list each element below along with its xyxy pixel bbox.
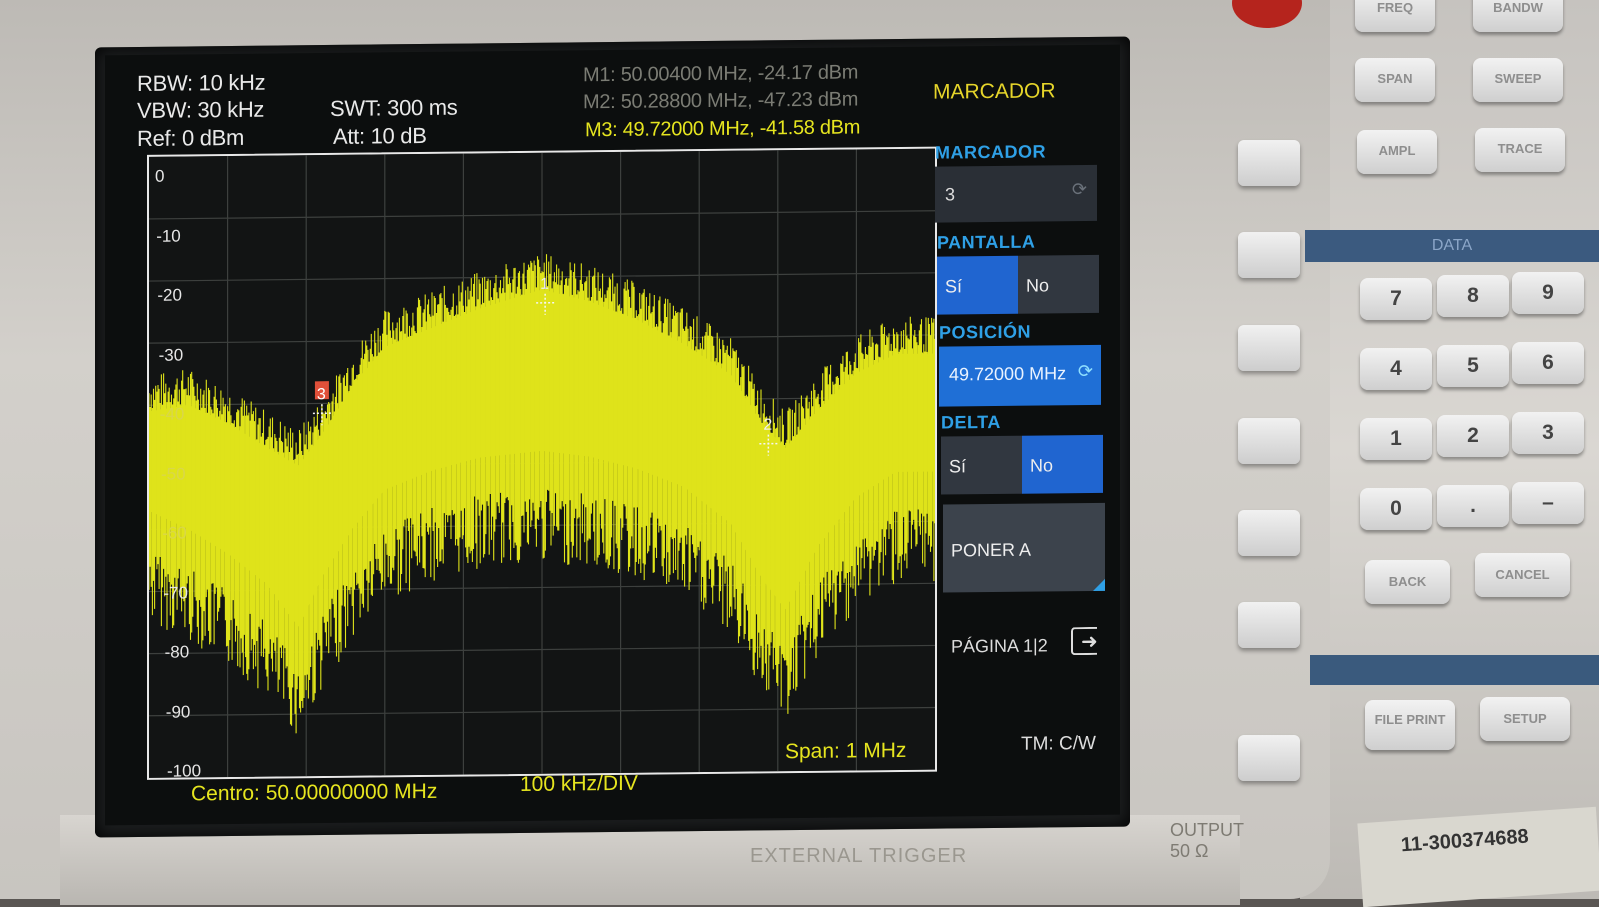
pantalla-si-option[interactable]: Sí [937, 256, 1018, 315]
pantalla-no-option[interactable]: No [1018, 255, 1099, 314]
marker-3-label: 3 [317, 386, 326, 403]
keypad-key[interactable]: 3 [1512, 412, 1584, 454]
marker-1-label: 1 [540, 276, 549, 293]
keypad-key[interactable]: . [1437, 485, 1509, 527]
poner-a-label: PONER A [951, 540, 1031, 561]
next-page-icon[interactable]: ➜ [1071, 627, 1097, 655]
rotate-knob-icon: ⟳ [1072, 179, 1087, 200]
y-tick-label: -50 [161, 464, 186, 484]
posicion-label: POSICIÓN [939, 322, 1031, 344]
softkey-7[interactable] [1238, 735, 1300, 781]
marker-select-value: 3 [945, 184, 955, 204]
softkey-panel: MARCADOR MARCADOR 3 ⟳ PANTALLA Sí No POS… [933, 65, 1113, 787]
keypad-key[interactable]: 4 [1360, 348, 1432, 390]
y-tick-label: -70 [163, 583, 188, 603]
y-tick-label: 0 [155, 167, 164, 187]
trace-key[interactable]: TRACE [1475, 128, 1565, 172]
softkey-6[interactable] [1238, 602, 1300, 648]
softkey-2[interactable] [1238, 232, 1300, 278]
output-label: OUTPUT 50 Ω [1170, 820, 1244, 862]
softkey-4[interactable] [1238, 418, 1300, 464]
back-key[interactable]: BACK [1365, 560, 1450, 604]
serial-number: 11-300374688 [1400, 826, 1529, 858]
delta-no-option[interactable]: No [1022, 435, 1103, 494]
marcador-label: MARCADOR [935, 141, 1046, 163]
data-section-label: DATA [1305, 230, 1599, 262]
delta-si-option[interactable]: Sí [941, 436, 1022, 495]
delta-toggle[interactable]: Sí No [941, 435, 1103, 495]
rotate-knob-icon: ⟳ [1078, 361, 1093, 382]
vbw-readout: VBW: 30 kHz [137, 97, 264, 124]
submenu-corner-icon [1093, 579, 1105, 591]
keypad-key[interactable]: 2 [1437, 415, 1509, 457]
marker-2-readout: M2: 50.28800 MHz, -47.23 dBm [583, 88, 858, 114]
page-indicator: PÁGINA 1|2 [951, 635, 1048, 657]
marker-2-label: 2 [763, 417, 772, 434]
sweep-key[interactable]: SWEEP [1473, 58, 1563, 102]
pantalla-toggle[interactable]: Sí No [937, 255, 1099, 315]
spectrum-plot[interactable]: 1 2 3 [147, 147, 937, 780]
marker-1-readout: M1: 50.00400 MHz, -24.17 dBm [583, 61, 858, 87]
y-tick-label: -80 [165, 642, 190, 662]
spectrum-chart: 1 2 3 [149, 149, 935, 778]
y-tick-label: -100 [167, 761, 201, 781]
y-tick-label: -20 [157, 286, 182, 306]
keypad-key[interactable]: 7 [1360, 278, 1432, 320]
span-readout: Span: 1 MHz [785, 739, 906, 764]
cancel-key[interactable]: CANCEL [1475, 553, 1570, 597]
ampl-key[interactable]: AMPL [1357, 130, 1437, 174]
y-tick-label: -40 [160, 404, 185, 424]
trigger-mode: TM: C/W [1021, 733, 1096, 756]
delta-label: DELTA [941, 412, 1001, 434]
posicion-value: 49.72000 MHz [949, 363, 1066, 384]
keypad-key[interactable]: 1 [1360, 418, 1432, 460]
external-trigger-label: EXTERNAL TRIGGER [750, 845, 967, 868]
softkey-1[interactable] [1238, 140, 1300, 186]
pantalla-label: PANTALLA [937, 232, 1035, 254]
file-print-key[interactable]: FILE PRINT [1365, 700, 1455, 750]
posicion-field[interactable]: 49.72000 MHz ⟳ [939, 345, 1101, 407]
setup-key[interactable]: SETUP [1480, 697, 1570, 741]
poner-a-button[interactable]: PONER A [943, 503, 1105, 593]
y-tick-label: -60 [162, 523, 187, 543]
ref-readout: Ref: 0 dBm [137, 125, 244, 152]
rbw-readout: RBW: 10 kHz [137, 70, 265, 97]
bandw-key[interactable]: BANDW [1473, 0, 1563, 32]
keypad-key[interactable]: 5 [1437, 345, 1509, 387]
att-readout: Att: 10 dB [333, 123, 427, 150]
marker-3-readout: M3: 49.72000 MHz, -41.58 dBm [585, 116, 860, 142]
keypad-key[interactable]: 0 [1360, 488, 1432, 530]
span-key[interactable]: SPAN [1355, 58, 1435, 102]
keypad-key[interactable]: 8 [1437, 275, 1509, 317]
keypad-key[interactable]: 6 [1512, 342, 1584, 384]
panel-strip [1310, 655, 1599, 685]
keypad-key[interactable]: – [1512, 482, 1584, 524]
freq-key[interactable]: FREQ [1355, 0, 1435, 32]
menu-title: MARCADOR [933, 79, 1056, 104]
serial-sticker: 11-300374688 [1357, 807, 1599, 907]
center-frequency: Centro: 50.00000000 MHz [191, 780, 437, 807]
swt-readout: SWT: 300 ms [330, 95, 458, 122]
softkey-3[interactable] [1238, 325, 1300, 371]
div-readout: 100 kHz/DIV [520, 772, 638, 797]
y-tick-label: -10 [156, 226, 181, 246]
keypad-key[interactable]: 9 [1512, 272, 1584, 314]
analyzer-screen: RBW: 10 kHz VBW: 30 kHz Ref: 0 dBm SWT: … [105, 45, 1120, 826]
marker-select-field[interactable]: 3 ⟳ [935, 165, 1097, 223]
y-tick-label: -30 [159, 345, 184, 365]
y-tick-label: -90 [166, 702, 191, 722]
softkey-5[interactable] [1238, 510, 1300, 556]
